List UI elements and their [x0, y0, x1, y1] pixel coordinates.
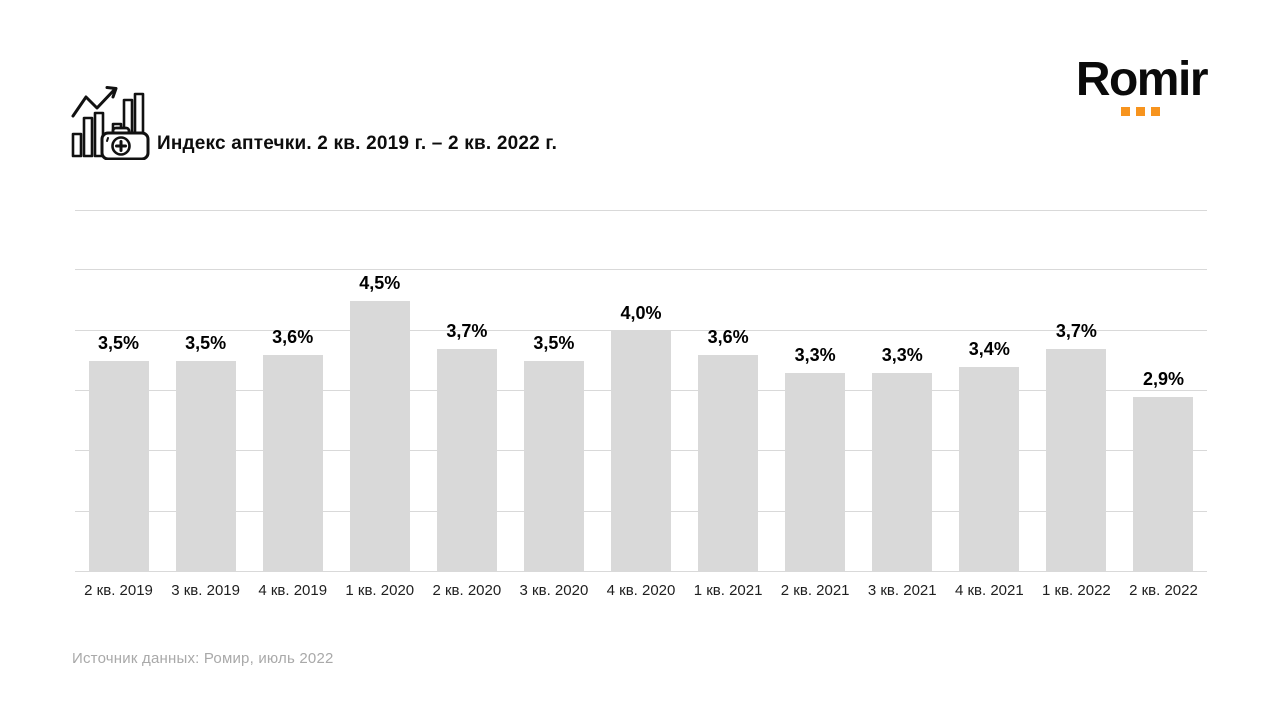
x-axis-label: 4 кв. 2019 — [258, 582, 328, 599]
chart-title: Индекс аптечки. 2 кв. 2019 г. – 2 кв. 20… — [157, 133, 558, 154]
bar — [611, 330, 671, 572]
x-axis-label: 2 кв. 2022 — [1129, 582, 1198, 599]
gridline — [75, 210, 1207, 211]
x-axis-labels: 2 кв. 2019 3 кв. 2019 4 кв. 2019 1 кв. 2020… — [75, 582, 1207, 599]
bar-value-label: 3,3% — [881, 344, 923, 365]
x-axis-label: 3 кв. 2021 — [867, 582, 937, 599]
bar — [436, 348, 497, 572]
x-axis-label: 2 кв. 2021 — [780, 582, 850, 599]
bar — [262, 354, 323, 572]
bar-value-label: 3,5% — [98, 332, 140, 353]
bar — [175, 360, 236, 572]
bar-column: 3,5% — [162, 210, 249, 572]
bar — [698, 354, 759, 572]
bar-column: 4,0% — [597, 210, 684, 572]
x-axis-label: 1 кв. 2020 — [345, 582, 415, 599]
bar-value-label: 3,7% — [446, 320, 488, 341]
bar-value-label: 3,6% — [707, 326, 749, 347]
bar — [88, 360, 149, 572]
x-axis-label: 2 кв. 2020 — [432, 582, 502, 599]
bars-row: 3,5% 3,5% 3,6% 4,5% 3,7% 3,5% 4,0% 3,6% 3,3% 3,3%… — [75, 210, 1207, 572]
romir-logo-text: Romir — [1075, 53, 1209, 106]
x-axis-label: 2 кв. 2019 — [84, 582, 153, 599]
x-axis-label: 3 кв. 2019 — [171, 582, 240, 599]
bar — [523, 360, 584, 572]
bar-value-label: 4,5% — [359, 272, 401, 293]
bar-column: 3,7% — [423, 210, 510, 572]
logo-dot-icon — [1151, 107, 1160, 116]
first-aid-kit-chart-icon — [71, 86, 150, 160]
gridline — [75, 269, 1207, 271]
bar-column: 3,3% — [859, 210, 946, 572]
bar-column: 3,7% — [1033, 210, 1120, 572]
bar — [349, 300, 410, 572]
bar-column: 3,5% — [510, 210, 597, 572]
bar-column: 3,6% — [249, 210, 336, 572]
bar-column: 3,6% — [685, 210, 772, 572]
romir-logo: Romir — [1062, 53, 1209, 120]
bar-value-label: 3,6% — [272, 326, 314, 347]
x-axis-label: 4 кв. 2021 — [954, 582, 1024, 599]
bar — [1133, 397, 1194, 572]
x-axis-label: 4 кв. 2020 — [606, 582, 676, 599]
bar-column: 4,5% — [336, 210, 423, 572]
bar — [785, 372, 846, 572]
bar-value-label: 4,0% — [620, 302, 662, 323]
bar-value-label: 3,7% — [1055, 320, 1097, 341]
bar-value-label: 3,3% — [794, 344, 836, 365]
x-axis-label: 3 кв. 2020 — [519, 582, 589, 599]
logo-dot-icon — [1136, 107, 1145, 116]
romir-logo-dots — [1121, 107, 1160, 116]
gridline — [75, 329, 1207, 331]
x-axis-label: 1 кв. 2021 — [693, 582, 763, 599]
bar — [959, 366, 1020, 572]
bar-column: 3,4% — [946, 210, 1033, 572]
plot-area: 3,5% 3,5% 3,6% 4,5% 3,7% 3,5% 4,0% 3,6% 3,3% 3,3%… — [75, 210, 1207, 572]
bar — [1046, 348, 1107, 572]
bar-value-label: 3,5% — [185, 332, 227, 353]
logo-dot-icon — [1121, 107, 1130, 116]
bar-column: 3,3% — [772, 210, 859, 572]
bar-column: 2,9% — [1120, 210, 1207, 572]
bar-value-label: 2,9% — [1142, 369, 1184, 390]
x-axis-label: 1 кв. 2022 — [1042, 582, 1111, 599]
bar-value-label: 3,5% — [533, 332, 575, 353]
bar — [872, 372, 933, 572]
bar-column: 3,5% — [75, 210, 162, 572]
source-note: Источник данных: Ромир, июль 2022 — [72, 650, 334, 667]
bar-value-label: 3,4% — [968, 338, 1010, 359]
